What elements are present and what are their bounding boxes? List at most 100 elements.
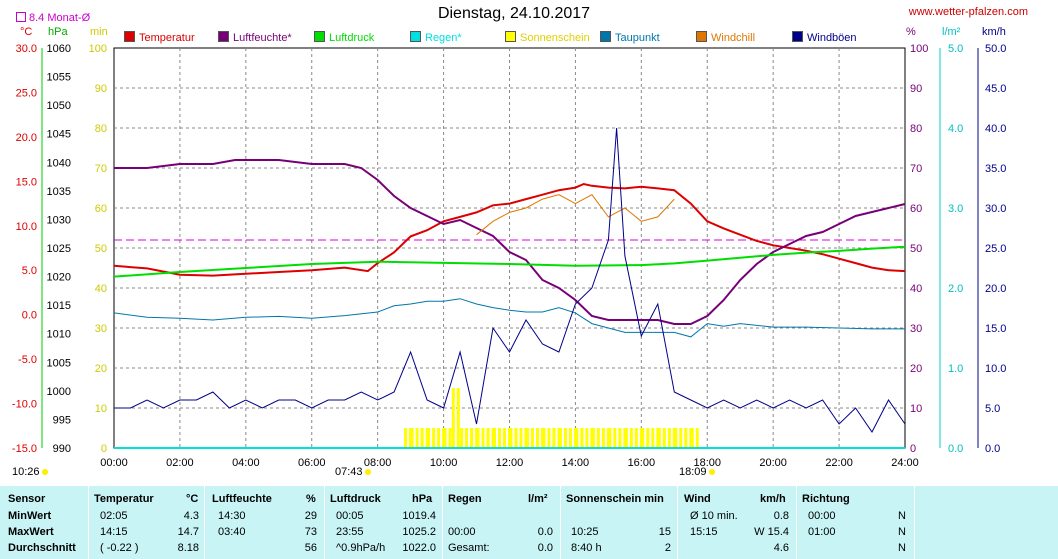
- legend-swatch: [505, 31, 516, 42]
- pressure-tick-label: 990: [53, 443, 71, 455]
- legend-swatch: [218, 31, 229, 42]
- sunshine-bar: [519, 428, 523, 448]
- th-hum-unit: %: [306, 493, 316, 505]
- cell-wind_time: 15:15: [690, 526, 718, 538]
- humidity-unit: %: [906, 26, 916, 38]
- humidity-tick-label: 80: [910, 123, 922, 135]
- sunshine-bar: [684, 428, 688, 448]
- monthly-avg-label: 8.4 Monat-Ø: [16, 12, 90, 24]
- pressure-tick-label: 1060: [47, 43, 71, 55]
- legend-label: Luftdruck: [329, 32, 375, 44]
- th-regen: Regen: [448, 493, 482, 505]
- sunrise-icon: [364, 469, 371, 475]
- cell-press_time: ^0.9hPa/h: [336, 542, 386, 554]
- axis-labels: 30.0 25.0 20.0 15.0 10.0 5.0 0.0 -5.0 -10.0 -15.0…: [12, 43, 1007, 469]
- wind-tick-label: 5.0: [985, 403, 1000, 415]
- humidity-tick-label: 90: [910, 83, 922, 95]
- legend-label: Temperatur: [139, 32, 195, 44]
- sunshine-bar: [591, 428, 595, 448]
- legend-swatch: [410, 31, 421, 42]
- sunshine-bar: [634, 428, 638, 448]
- rain-unit: l/m²: [942, 26, 961, 38]
- sunshine-bar: [493, 428, 497, 448]
- cell-temp_time: 02:05: [100, 510, 128, 522]
- humidity-tick-label: 100: [910, 43, 928, 55]
- x-tick-label: 12:00: [496, 457, 524, 469]
- legend-label: Luftfeuchte*: [233, 32, 292, 44]
- sunshine-bar: [481, 428, 485, 448]
- wind-tick-label: 35.0: [985, 163, 1006, 175]
- sunrise-text: 07:43: [335, 466, 363, 478]
- temp-unit: °C: [20, 26, 33, 38]
- series-luftfeuchte: [114, 159, 906, 325]
- wind-unit: km/h: [982, 26, 1006, 38]
- legend-swatch: [314, 31, 325, 42]
- cell-wind_val: 4.6: [773, 542, 789, 554]
- sunshine-bar: [451, 388, 455, 448]
- sunshine-bar: [530, 428, 534, 448]
- sunshine-bar: [535, 428, 539, 448]
- cell-dir_time: 01:00: [808, 526, 836, 538]
- sunshine-bar: [514, 428, 518, 448]
- row-label: MinWert: [8, 510, 52, 522]
- sunshine-tick-label: 30: [95, 323, 107, 335]
- sunshine-bar: [679, 428, 683, 448]
- sunshine-bar: [525, 428, 529, 448]
- cell-dir_val: N: [898, 542, 906, 554]
- cell-press_val: 1025.2: [402, 526, 436, 538]
- monthly-avg-text: 8.4 Monat-Ø: [29, 12, 91, 24]
- sunshine-bar: [558, 428, 562, 448]
- legend-item-luftdruck[interactable]: Luftdruck: [314, 31, 374, 44]
- cell-press_time: 00:05: [336, 510, 364, 522]
- x-tick-label: 16:00: [628, 457, 656, 469]
- wind-tick-label: 40.0: [985, 123, 1006, 135]
- pressure-tick-label: 1035: [47, 186, 71, 198]
- sunshine-bar: [563, 428, 567, 448]
- website-link[interactable]: www.wetter-pfalzen.com: [908, 6, 1028, 18]
- legend-label: Taupunkt: [615, 32, 660, 44]
- sunshine-bar: [460, 428, 464, 448]
- cell-dir_time: 00:00: [808, 510, 836, 522]
- legend-item-windchill[interactable]: Windchill: [696, 31, 755, 44]
- legend-swatch: [124, 31, 135, 42]
- cell-sun_time: 8:40 h: [571, 542, 602, 554]
- cell-press_val: 1022.0: [402, 542, 436, 554]
- wind-tick-label: 50.0: [985, 43, 1006, 55]
- sunshine-bar: [580, 428, 584, 448]
- cell-rain_val: 0.0: [537, 526, 553, 538]
- legend-item-regen[interactable]: Regen*: [410, 31, 462, 44]
- sunshine-bar: [690, 428, 694, 448]
- legend-item-sonnenschein[interactable]: Sonnenschein: [505, 31, 590, 44]
- sunrise-marker: 07:43: [335, 466, 371, 478]
- humidity-tick-label: 70: [910, 163, 922, 175]
- series-windboeen: [114, 127, 906, 433]
- th-temperatur: Temperatur: [94, 493, 154, 505]
- legend-item-luftfeuchte[interactable]: Luftfeuchte*: [218, 31, 292, 44]
- th-luftfeuchte: Luftfeuchte: [212, 493, 272, 505]
- x-tick-label: 14:00: [562, 457, 590, 469]
- cell-sun_val: 2: [664, 542, 671, 554]
- legend-item-taupunkt[interactable]: Taupunkt: [600, 31, 660, 44]
- legend-item-temperatur[interactable]: Temperatur: [124, 31, 195, 44]
- sunshine-bar: [486, 428, 490, 448]
- humidity-tick-label: 20: [910, 363, 922, 375]
- sunshine-bar: [608, 428, 612, 448]
- sunshine-bar: [432, 428, 436, 448]
- humidity-tick-label: 30: [910, 323, 922, 335]
- humidity-tick-label: 60: [910, 203, 922, 215]
- cell-sun_val: 15: [658, 526, 671, 538]
- legend-item-windboeen[interactable]: Windböen: [792, 31, 857, 44]
- sunshine-bar: [601, 428, 605, 448]
- cell-rain_time: 00:00: [448, 526, 476, 538]
- left-time-marker: 10:26: [12, 466, 48, 478]
- cell-wind_time: Ø 10 min.: [690, 510, 738, 522]
- cell-press_time: 23:55: [336, 526, 364, 538]
- pressure-tick-label: 1015: [47, 300, 71, 312]
- sunshine-bar: [415, 428, 419, 448]
- sunshine-bar: [427, 428, 431, 448]
- x-tick-label: 10:00: [430, 457, 458, 469]
- sunshine-bar: [613, 428, 617, 448]
- cell-hum_time: 03:40: [218, 526, 246, 538]
- sunshine-tick-label: 50: [95, 243, 107, 255]
- avg-box-icon: [16, 12, 26, 22]
